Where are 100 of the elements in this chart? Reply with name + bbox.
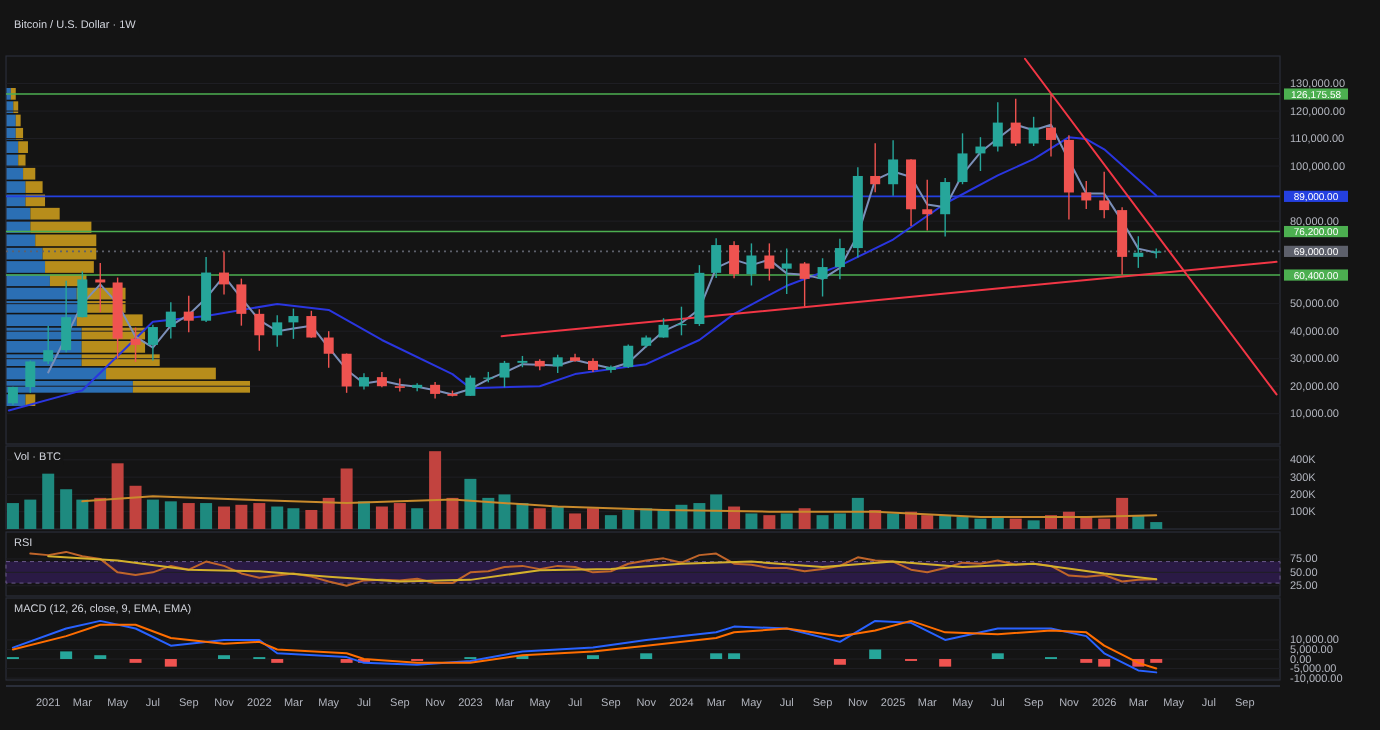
candlestick	[77, 270, 88, 319]
candlestick	[992, 101, 1003, 153]
candlestick	[1045, 93, 1056, 158]
candlestick	[552, 354, 563, 374]
bar	[710, 494, 723, 529]
bar	[551, 506, 564, 529]
bar	[1027, 520, 1040, 529]
bar	[956, 516, 969, 529]
bar	[411, 508, 424, 529]
candlestick	[764, 242, 775, 282]
bar	[516, 503, 529, 529]
bar	[1150, 522, 1163, 529]
candlestick	[219, 250, 230, 296]
bar	[763, 515, 776, 529]
bar	[1080, 516, 1093, 529]
candlestick	[165, 301, 176, 340]
candlestick	[1117, 206, 1128, 276]
candlestick	[61, 280, 72, 354]
line-series	[47, 555, 1158, 583]
bar	[640, 508, 653, 529]
bar	[1009, 518, 1022, 529]
candlestick	[412, 382, 423, 392]
bar	[340, 468, 353, 529]
bar	[164, 501, 177, 529]
bar	[322, 497, 335, 529]
bar	[851, 497, 864, 529]
bar	[604, 515, 617, 529]
bar	[939, 515, 952, 529]
bar	[129, 485, 142, 529]
bar	[921, 515, 934, 529]
bar	[622, 509, 635, 529]
bar	[42, 473, 55, 529]
candlestick	[922, 179, 933, 232]
bar	[675, 504, 688, 529]
candlestick	[499, 360, 510, 389]
candlestick	[1133, 235, 1144, 269]
candlestick	[254, 308, 265, 352]
bar	[1116, 497, 1129, 529]
bar	[991, 516, 1004, 529]
candlestick	[147, 324, 158, 362]
candlestick	[834, 238, 845, 280]
bar	[182, 503, 195, 529]
bar	[429, 451, 442, 529]
bar	[357, 501, 370, 529]
bar	[533, 508, 546, 529]
bar	[586, 508, 599, 529]
bar	[780, 513, 793, 529]
candlestick	[236, 277, 247, 327]
bar	[833, 513, 846, 529]
candlestick	[799, 261, 810, 308]
bar	[375, 506, 388, 529]
bar	[111, 463, 124, 529]
bar	[146, 499, 159, 529]
candlestick	[465, 374, 476, 397]
candlestick	[711, 237, 722, 279]
bar	[745, 513, 758, 529]
bar	[464, 478, 477, 529]
bar	[393, 503, 406, 529]
candlestick	[306, 310, 317, 339]
candlestick	[1028, 116, 1039, 147]
candlestick	[940, 177, 951, 238]
bar	[235, 504, 248, 529]
candlestick	[130, 326, 141, 363]
candlestick	[870, 142, 881, 193]
bar	[569, 513, 582, 529]
bar	[657, 509, 670, 529]
candlestick	[658, 317, 669, 339]
candlestick	[957, 132, 968, 185]
candlestick	[623, 343, 634, 369]
bar	[693, 503, 706, 529]
bar	[271, 506, 284, 529]
candlestick	[288, 307, 299, 340]
candlestick	[1099, 171, 1110, 220]
candlestick	[25, 359, 36, 394]
bar	[498, 494, 511, 529]
candlestick	[746, 242, 757, 287]
candlestick	[729, 240, 740, 280]
candlestick	[888, 139, 899, 197]
bar	[253, 503, 266, 529]
bar	[94, 497, 107, 529]
candlestick	[323, 330, 334, 369]
candlestick	[341, 352, 352, 394]
bar	[887, 513, 900, 529]
bar	[446, 497, 459, 529]
candlestick	[781, 247, 792, 295]
candlestick	[394, 377, 405, 393]
bar	[816, 515, 829, 529]
candlestick	[183, 294, 194, 333]
line-series	[81, 495, 1158, 518]
candlestick	[43, 325, 54, 365]
bar	[200, 503, 213, 529]
bar	[482, 497, 495, 529]
bar	[24, 499, 37, 529]
candlestick	[95, 262, 106, 313]
bar	[974, 518, 987, 529]
bar	[76, 499, 89, 529]
candlestick	[1010, 97, 1021, 147]
bar	[305, 509, 318, 529]
bar	[60, 489, 73, 529]
candlestick	[817, 257, 828, 298]
